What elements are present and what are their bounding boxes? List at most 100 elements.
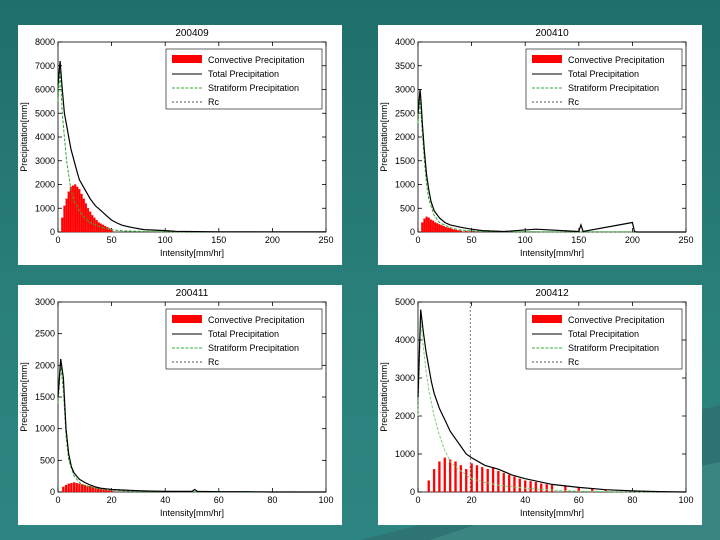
convective-bar: [455, 229, 458, 233]
legend-label: Total Precipitation: [568, 329, 639, 339]
y-tick-label: 2500: [35, 329, 55, 339]
legend-label: Total Precipitation: [208, 69, 279, 79]
convective-bar: [94, 487, 97, 493]
y-axis-label: Precipitation[mm]: [19, 102, 29, 172]
convective-bar: [550, 485, 554, 493]
x-axis-label: Intensity[mm/hr]: [520, 508, 584, 518]
convective-bar: [89, 486, 92, 493]
y-tick-label: 5000: [35, 108, 55, 118]
y-tick-label: 1500: [395, 156, 415, 166]
convective-bar: [524, 480, 527, 493]
convective-bar: [427, 480, 430, 493]
x-tick-label: 50: [467, 235, 477, 245]
convective-bar: [107, 490, 111, 493]
y-tick-label: 2000: [395, 132, 415, 142]
convective-bar: [97, 488, 100, 493]
convective-bar: [470, 231, 473, 233]
convective-bar: [86, 485, 89, 493]
legend-swatch-bar: [532, 55, 562, 63]
y-tick-label: 4000: [395, 37, 415, 47]
y-tick-label: 1500: [35, 392, 55, 402]
y-tick-label: 3000: [35, 297, 55, 307]
x-tick-label: 60: [574, 495, 584, 505]
chart-panel-200409: 200409 0 50 100 150 200 250 0 1000 2000 3000 4000 50…: [18, 25, 342, 265]
convective-bar: [502, 472, 505, 493]
convective-bar: [545, 484, 548, 493]
legend-label: Total Precipitation: [568, 69, 639, 79]
y-tick-label: 1000: [395, 180, 415, 190]
chart-title: 200410: [535, 28, 569, 39]
chart-panel-200411: 200411 0 20 40 60 80 100 0 500 1000 1500 2000 2500 30…: [18, 285, 342, 525]
x-tick-label: 100: [158, 235, 173, 245]
convective-bar: [465, 230, 468, 233]
convective-bar: [67, 483, 70, 493]
convective-bar: [83, 484, 86, 493]
convective-bar: [497, 470, 500, 493]
y-tick-label: 6000: [35, 85, 55, 95]
stratiform-precipitation-line: [57, 70, 327, 233]
y-tick-label: 3500: [395, 61, 415, 71]
y-tick-label: 0: [50, 227, 55, 237]
x-axis-label: Intensity[mm/hr]: [520, 248, 584, 258]
convective-bar: [491, 467, 495, 493]
convective-bar: [434, 222, 437, 233]
legend-label: Rc: [208, 97, 219, 107]
convective-bar: [429, 219, 432, 233]
convective-bar: [62, 486, 65, 493]
y-tick-label: 2000: [35, 360, 55, 370]
convective-bar: [454, 461, 457, 493]
x-tick-label: 250: [678, 235, 693, 245]
x-tick-label: 40: [520, 495, 530, 505]
convective-bar: [529, 481, 532, 493]
y-tick-label: 0: [410, 487, 415, 497]
y-tick-label: 0: [410, 227, 415, 237]
y-tick-label: 0: [50, 487, 55, 497]
x-tick-label: 200: [625, 235, 640, 245]
convective-bar: [99, 223, 102, 233]
convective-bar: [91, 486, 94, 493]
convective-bar: [443, 457, 446, 493]
y-tick-label: 4000: [395, 335, 415, 345]
y-tick-label: 2000: [395, 411, 415, 421]
convective-bar: [97, 222, 100, 233]
x-tick-label: 80: [267, 495, 277, 505]
convective-bar: [507, 474, 511, 493]
x-tick-label: 40: [160, 495, 170, 505]
convective-bar: [76, 186, 79, 233]
legend-swatch-bar: [532, 315, 562, 323]
convective-bar: [449, 459, 452, 493]
convective-bar: [106, 227, 109, 233]
y-tick-label: 4000: [35, 132, 55, 142]
y-axis-label: Precipitation[mm]: [19, 362, 29, 432]
legend-label: Stratiform Precipitation: [208, 343, 299, 353]
convective-bar: [80, 484, 84, 493]
convective-bar: [459, 230, 462, 233]
legend-label: Convective Precipitation: [208, 55, 305, 65]
legend-label: Stratiform Precipitation: [208, 83, 299, 93]
chart-panel-200410: 200410 0 50 100 150 200 250 0 500 1000 1500 2000 250…: [378, 25, 702, 265]
x-tick-label: 150: [571, 235, 586, 245]
y-axis-label: Precipitation[mm]: [379, 362, 389, 432]
y-axis-label: Precipitation[mm]: [379, 102, 389, 172]
convective-bar: [72, 482, 76, 493]
convective-bar: [431, 220, 435, 233]
x-tick-label: 0: [55, 235, 60, 245]
convective-bar: [465, 469, 468, 493]
convective-bar: [63, 205, 66, 233]
convective-bar: [82, 198, 85, 233]
legend-label: Convective Precipitation: [568, 315, 665, 325]
convective-bar: [423, 218, 426, 233]
stratiform-precipitation-line: [417, 98, 687, 233]
x-tick-label: 100: [518, 235, 533, 245]
y-tick-label: 1000: [395, 449, 415, 459]
convective-bar: [110, 490, 113, 493]
convective-bar: [446, 227, 450, 233]
chart-svg-200409: 200409 0 50 100 150 200 250 0 1000 2000 3000 4000 50…: [19, 28, 334, 258]
x-tick-label: 50: [107, 235, 117, 245]
x-tick-label: 150: [211, 235, 226, 245]
convective-bar: [457, 230, 460, 233]
convective-bar: [438, 224, 441, 233]
